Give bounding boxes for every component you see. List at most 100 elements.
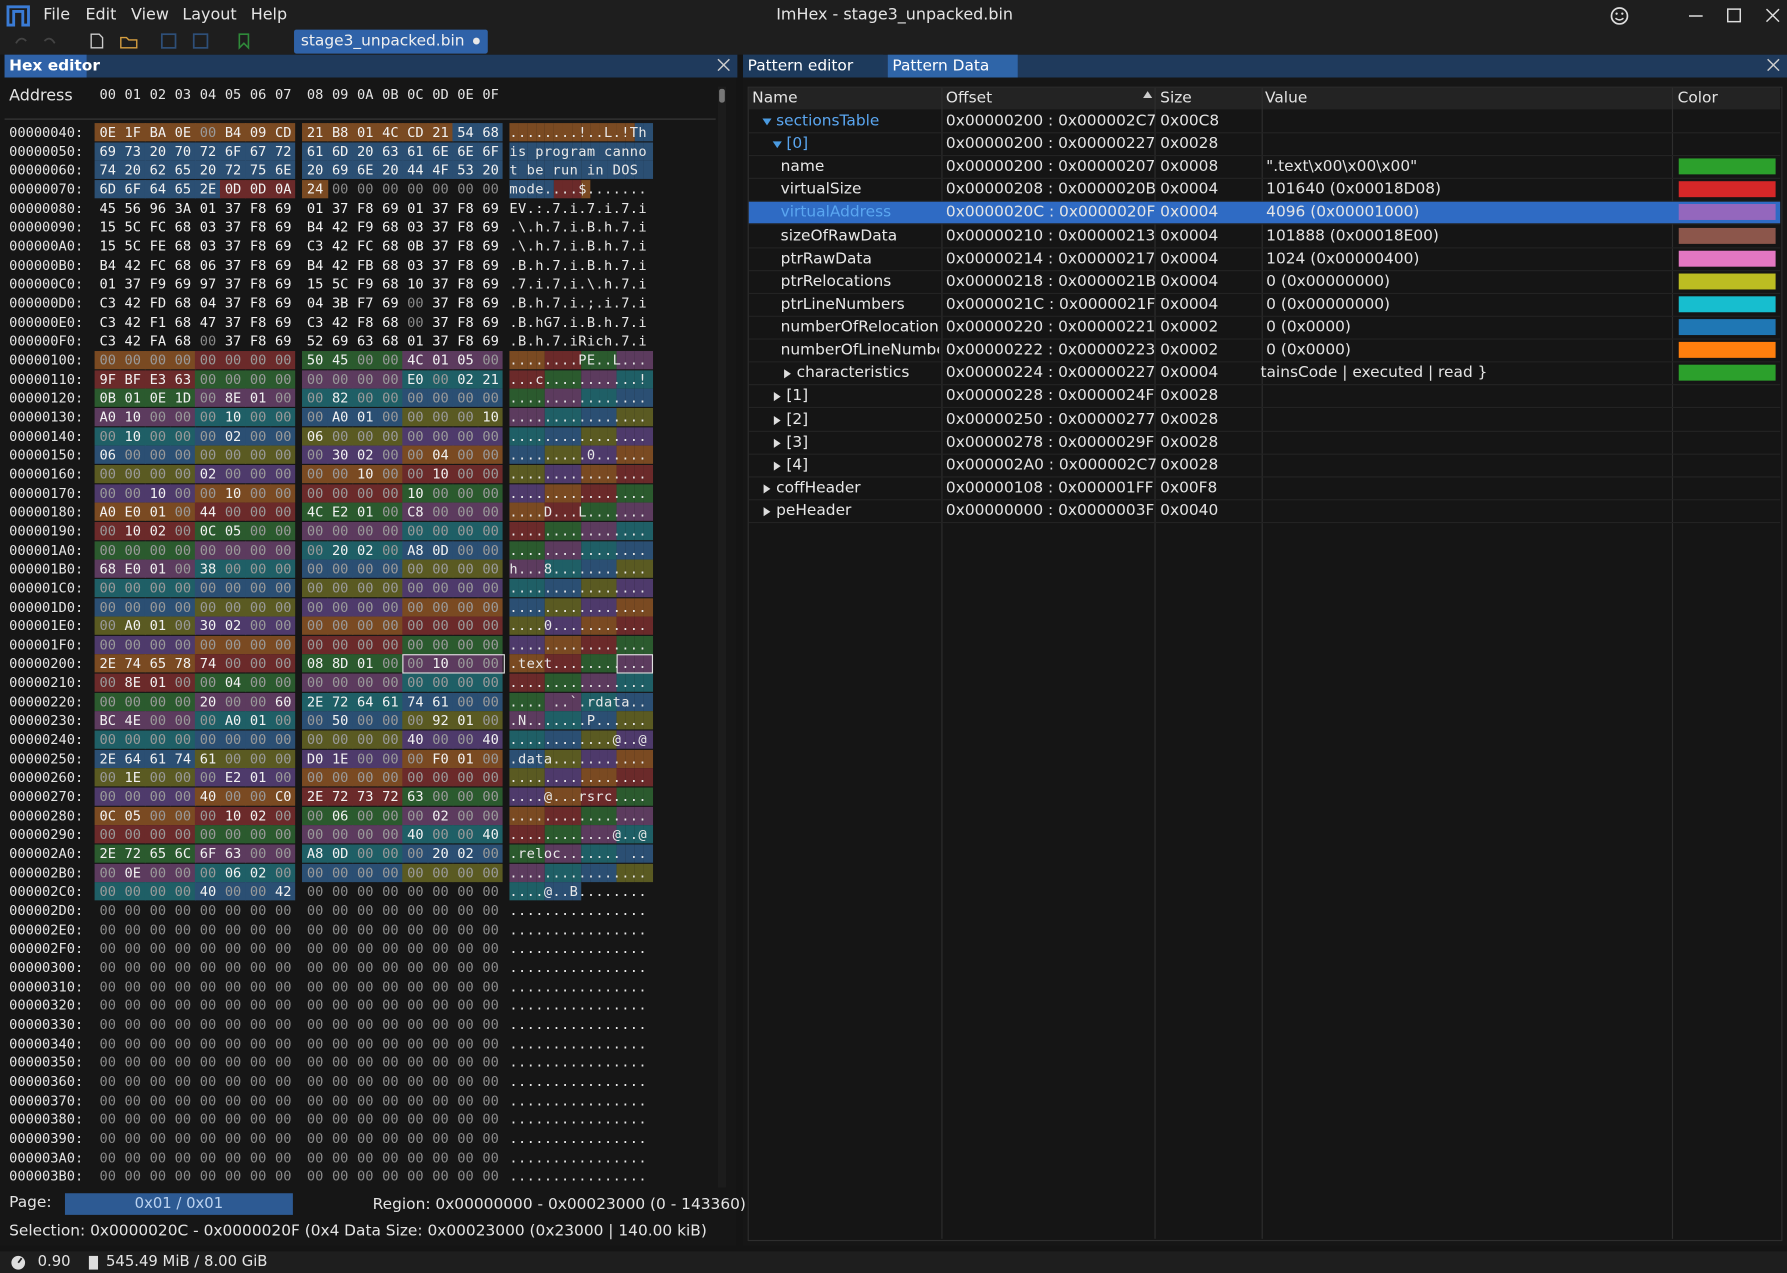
- hex-byte[interactable]: FB: [357, 257, 374, 274]
- ascii-row[interactable]: ............@..@: [509, 731, 648, 748]
- hex-byte[interactable]: 61: [199, 750, 217, 767]
- hex-byte[interactable]: 68: [174, 238, 192, 255]
- hex-byte[interactable]: 00: [249, 1111, 267, 1128]
- hex-byte[interactable]: 00: [482, 484, 499, 501]
- close-hex-tab[interactable]: [717, 58, 731, 72]
- hex-byte[interactable]: 00: [224, 788, 242, 805]
- hex-byte[interactable]: 00: [199, 807, 217, 824]
- hex-byte[interactable]: BA: [149, 124, 167, 141]
- hex-byte[interactable]: 00: [99, 1054, 116, 1071]
- hex-byte[interactable]: 72: [331, 788, 349, 805]
- hex-byte[interactable]: 00: [432, 1168, 449, 1185]
- hex-byte[interactable]: 00: [331, 864, 349, 881]
- hex-byte[interactable]: 01: [249, 390, 267, 406]
- hex-byte[interactable]: 00: [457, 465, 474, 482]
- hex-byte[interactable]: F9: [357, 276, 374, 293]
- hex-byte[interactable]: A0: [224, 712, 242, 729]
- hex-byte[interactable]: 01: [149, 674, 167, 691]
- hex-byte[interactable]: F8: [457, 200, 474, 217]
- hex-byte[interactable]: 00: [457, 541, 474, 558]
- hex-byte[interactable]: 00: [199, 769, 217, 786]
- hex-byte[interactable]: 74: [174, 750, 192, 767]
- hex-byte[interactable]: 00: [357, 617, 374, 634]
- hex-byte[interactable]: 00: [199, 409, 217, 425]
- hex-byte[interactable]: 00: [249, 826, 267, 843]
- hex-byte[interactable]: 00: [331, 484, 349, 501]
- ascii-row[interactable]: ............@..@: [509, 826, 648, 843]
- hex-byte[interactable]: 00: [407, 674, 424, 691]
- hex-byte[interactable]: 00: [249, 902, 267, 919]
- hex-byte[interactable]: 00: [99, 465, 116, 482]
- hex-byte[interactable]: 00: [124, 579, 141, 596]
- hex-byte[interactable]: 00: [331, 997, 349, 1014]
- hex-byte[interactable]: 01: [124, 390, 141, 406]
- ascii-row[interactable]: ................: [509, 864, 648, 881]
- hex-byte[interactable]: 00: [249, 465, 267, 482]
- hex-byte[interactable]: 00: [331, 826, 349, 843]
- hex-byte[interactable]: 37: [432, 276, 449, 293]
- hex-byte[interactable]: 00: [357, 959, 374, 976]
- hex-byte[interactable]: 00: [482, 655, 499, 672]
- hex-byte[interactable]: 00: [274, 864, 292, 881]
- hex-byte[interactable]: 06: [224, 864, 242, 881]
- hex-byte[interactable]: 00: [357, 864, 374, 881]
- hex-byte[interactable]: 00: [482, 1111, 499, 1128]
- ascii-row[interactable]: ................: [509, 484, 648, 501]
- hex-byte[interactable]: C0: [274, 788, 292, 805]
- hex-byte[interactable]: 00: [174, 352, 192, 369]
- hex-byte[interactable]: 00: [407, 883, 424, 900]
- hex-byte[interactable]: 00: [331, 560, 349, 577]
- hex-byte[interactable]: 00: [482, 940, 499, 957]
- hex-byte[interactable]: 00: [407, 902, 424, 919]
- column-title[interactable]: Value: [1265, 88, 1308, 108]
- hex-byte[interactable]: 00: [482, 788, 499, 805]
- hex-byte[interactable]: 00: [224, 997, 242, 1014]
- hex-byte[interactable]: 00: [382, 352, 399, 369]
- hex-byte[interactable]: 37: [224, 333, 242, 350]
- hex-byte[interactable]: 00: [174, 1130, 192, 1147]
- hex-byte[interactable]: 00: [306, 712, 324, 729]
- hex-byte[interactable]: 00: [382, 769, 399, 786]
- hex-byte[interactable]: 00: [482, 541, 499, 558]
- hex-byte[interactable]: 0D: [224, 181, 242, 198]
- hex-byte[interactable]: 00: [407, 1149, 424, 1166]
- hex-byte[interactable]: 00: [274, 598, 292, 615]
- hex-byte[interactable]: 00: [99, 788, 116, 805]
- hex-tab-label[interactable]: Hex editor: [9, 56, 100, 76]
- hex-byte[interactable]: 00: [382, 978, 399, 995]
- hex-byte[interactable]: 00: [274, 1016, 292, 1033]
- hex-byte[interactable]: 00: [149, 712, 167, 729]
- hex-byte[interactable]: 00: [149, 940, 167, 957]
- tree-expander[interactable]: [772, 391, 783, 402]
- node-name[interactable]: virtualSize: [780, 180, 862, 199]
- hex-byte[interactable]: 02: [457, 845, 474, 862]
- hex-byte[interactable]: 00: [482, 902, 499, 919]
- hex-byte[interactable]: 00: [432, 788, 449, 805]
- hex-byte[interactable]: 00: [482, 921, 499, 938]
- hex-byte[interactable]: 06: [331, 807, 349, 824]
- hex-byte[interactable]: 00: [224, 636, 242, 653]
- hex-byte[interactable]: 00: [124, 921, 141, 938]
- hex-byte[interactable]: 00: [432, 1035, 449, 1052]
- ascii-row[interactable]: ................: [509, 522, 648, 539]
- hex-byte[interactable]: 20: [331, 541, 349, 558]
- hex-byte[interactable]: 00: [274, 1054, 292, 1071]
- hex-byte[interactable]: 67: [249, 143, 267, 160]
- hex-byte[interactable]: 00: [99, 1168, 116, 1185]
- hex-byte[interactable]: 00: [306, 617, 324, 634]
- ascii-row[interactable]: ................: [509, 598, 648, 615]
- hex-byte[interactable]: 00: [274, 617, 292, 634]
- hex-byte[interactable]: 21: [306, 124, 324, 141]
- hex-byte[interactable]: 37: [432, 200, 449, 217]
- column-title[interactable]: Color: [1677, 88, 1718, 108]
- hex-byte[interactable]: 69: [331, 162, 349, 179]
- hex-byte[interactable]: 00: [357, 1111, 374, 1128]
- hex-byte[interactable]: 00: [357, 826, 374, 843]
- hex-byte[interactable]: 00: [457, 1111, 474, 1128]
- hex-byte[interactable]: 00: [482, 427, 499, 444]
- hex-byte[interactable]: 00: [382, 750, 399, 767]
- hex-byte[interactable]: 00: [149, 1111, 167, 1128]
- hex-byte[interactable]: F8: [249, 276, 267, 293]
- hex-byte[interactable]: 03: [199, 238, 217, 255]
- node-name[interactable]: [3]: [786, 432, 809, 451]
